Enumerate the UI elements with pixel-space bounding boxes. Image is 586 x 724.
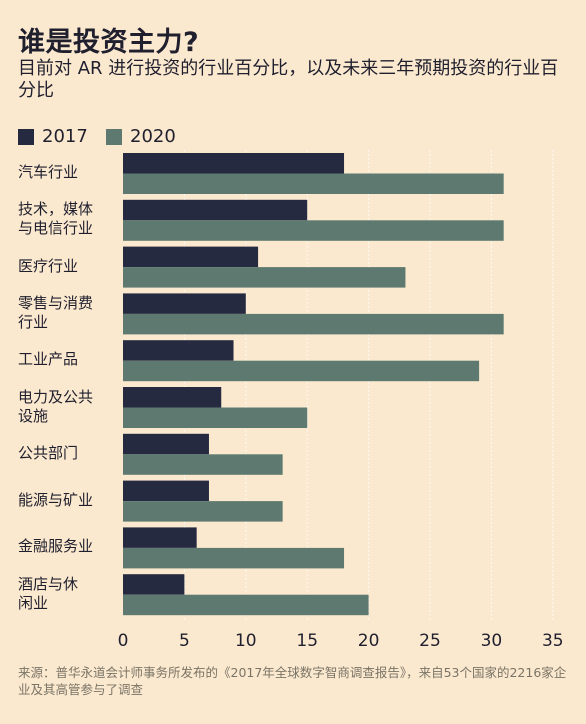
category-label-line: 与电信行业 [18, 219, 94, 238]
legend-item-2020: 2020 [106, 126, 176, 147]
category-label-line: 医疗行业 [18, 256, 79, 275]
bars [123, 153, 504, 616]
x-tick-label-35: 35 [542, 631, 564, 651]
bar-2017-2 [123, 246, 259, 268]
bar-2017-4 [123, 340, 234, 361]
x-tick-label-30: 30 [481, 631, 503, 651]
bar-2020-1 [123, 220, 504, 241]
category-label-0: 汽车行业 [18, 163, 118, 182]
bar-2017-3 [123, 293, 246, 314]
legend-label-2017: 2017 [42, 126, 88, 147]
category-label-7: 能源与矿业 [18, 491, 118, 510]
bar-2017-5 [123, 387, 222, 408]
bar-2020-2 [123, 267, 406, 288]
category-label-5: 电力及公共 设施 [18, 388, 118, 426]
bar-2017-9 [123, 574, 185, 595]
category-label-line: 酒店与休 [18, 574, 79, 593]
legend-item-2017: 2017 [18, 126, 88, 147]
legend-swatch-2017 [18, 128, 34, 145]
bar-2020-0 [123, 173, 504, 194]
category-label-line: 行业 [18, 312, 49, 331]
category-label-2: 医疗行业 [18, 257, 118, 276]
bar-2020-7 [123, 501, 283, 522]
category-label-line: 技术，媒体 [18, 200, 94, 219]
bar-2020-5 [123, 407, 308, 428]
chart-subtitle: 目前对 AR 进行投资的行业百分比，以及未来三年预期投资的行业百分比 [18, 58, 559, 101]
bar-2017-7 [123, 480, 209, 502]
legend-swatch-2020 [106, 128, 122, 145]
category-label-line: 汽车行业 [18, 163, 79, 181]
bar-2020-6 [123, 454, 283, 475]
x-tick-label-5: 5 [179, 631, 190, 651]
category-label-line: 能源与矿业 [18, 490, 94, 509]
bar-2017-1 [123, 199, 308, 221]
category-label-line: 金融服务业 [18, 537, 94, 556]
x-tick-label-10: 10 [235, 631, 257, 651]
x-axis-ticks: 0 5 10 15 20 25 30 35 [118, 631, 564, 651]
category-label-line: 零售与消费 [18, 293, 94, 312]
x-tick-label-20: 20 [358, 631, 380, 651]
bar-2020-3 [123, 313, 504, 335]
bar-2017-0 [123, 153, 345, 174]
source-note: 来源：普华永道会计师事务所发布的《2017年全球数字智商调查报告》，来自53个国… [18, 665, 567, 697]
bar-2020-8 [123, 547, 345, 569]
legend-label-2020: 2020 [130, 126, 176, 147]
category-label-4: 工业产品 [18, 350, 118, 369]
bar-2017-8 [123, 527, 197, 548]
bar-2017-6 [123, 433, 209, 455]
chart-title: 谁是投资主力? [18, 27, 200, 58]
category-label-3: 零售与消费 行业 [18, 294, 118, 332]
category-label-line: 公共部门 [18, 443, 79, 462]
bar-2020-4 [123, 360, 480, 382]
category-label-1: 技术，媒体 与电信行业 [18, 200, 118, 238]
category-label-8: 金融服务业 [18, 537, 118, 556]
x-tick-label-15: 15 [296, 631, 318, 651]
x-tick-label-25: 25 [419, 631, 441, 651]
category-label-line: 闲业 [18, 593, 49, 612]
x-tick-label-0: 0 [118, 631, 129, 651]
category-label-6: 公共部门 [18, 444, 118, 463]
category-label-line: 设施 [18, 406, 49, 425]
category-label-line: 工业产品 [18, 350, 79, 369]
category-label-line: 电力及公共 [18, 387, 94, 406]
bar-2020-9 [123, 594, 369, 616]
chart-card [10, 14, 576, 704]
category-label-9: 酒店与休 闲业 [18, 575, 118, 613]
